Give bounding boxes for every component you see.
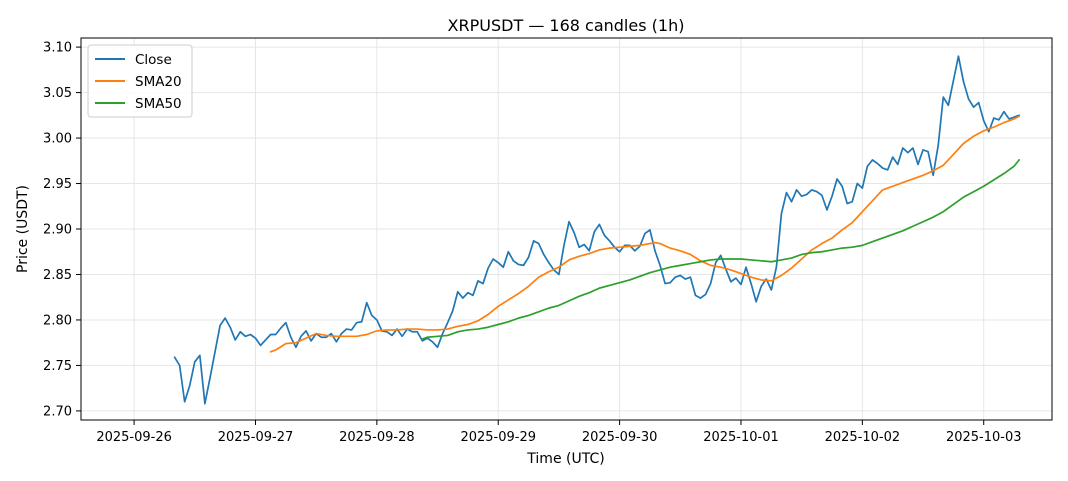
x-axis-label: Time (UTC)	[526, 451, 604, 467]
legend-label-sma50: SMA50	[135, 96, 182, 112]
grid	[81, 38, 1052, 420]
y-tick-label: 3.10	[43, 41, 72, 56]
y-tick-label: 3.00	[43, 132, 72, 147]
x-tick-label: 2025-09-30	[582, 430, 658, 445]
x-tick-label: 2025-09-28	[339, 430, 415, 445]
x-tick-label: 2025-10-03	[946, 430, 1022, 445]
series-line-sma20	[269, 115, 1020, 353]
legend-label-sma20: SMA20	[135, 74, 182, 90]
y-tick-label: 2.75	[43, 359, 72, 374]
x-tick-label: 2025-10-02	[825, 430, 901, 445]
y-axis-label: Price (USDT)	[15, 185, 31, 273]
legend-label-close: Close	[135, 52, 172, 68]
x-axis-ticks: 2025-09-26 2025-09-27 2025-09-28 2025-09-29…	[96, 420, 1022, 445]
y-tick-label: 2.90	[43, 223, 72, 238]
chart-title: XRPUSDT — 168 candles (1h)	[448, 16, 685, 35]
legend: Close SMA20 SMA50	[87, 44, 193, 118]
y-axis-ticks: 2.70 2.75 2.80 2.85 2.90 2.95 3.00 3.05 3.10	[43, 41, 81, 419]
y-tick-label: 3.05	[43, 86, 72, 101]
x-tick-label: 2025-10-01	[703, 430, 779, 445]
series-line-sma50	[421, 159, 1020, 340]
y-tick-label: 2.85	[43, 268, 72, 283]
y-tick-label: 2.80	[43, 313, 72, 328]
legend-box	[87, 44, 193, 118]
y-tick-label: 2.95	[43, 177, 72, 192]
series-lines	[173, 55, 1020, 405]
y-tick-label: 2.70	[43, 404, 72, 419]
x-tick-label: 2025-09-29	[460, 430, 536, 445]
x-tick-label: 2025-09-26	[96, 430, 172, 445]
x-tick-label: 2025-09-27	[218, 430, 294, 445]
